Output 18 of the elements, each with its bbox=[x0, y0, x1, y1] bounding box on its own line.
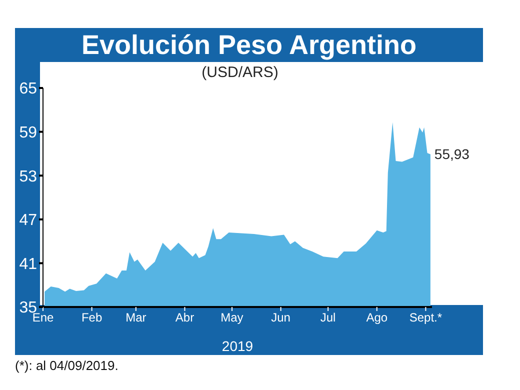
y-tick-label: 41 bbox=[19, 256, 38, 273]
y-tick-label: 59 bbox=[19, 124, 38, 142]
y-tick-label: 53 bbox=[19, 168, 38, 186]
y-tick-label: 65 bbox=[19, 80, 38, 98]
x-tick-label: Ago bbox=[366, 310, 388, 325]
chart-subtitle: (USD/ARS) bbox=[200, 64, 280, 81]
data-label: 55,93 bbox=[434, 146, 470, 162]
x-tick-label: Sept.* bbox=[409, 310, 442, 325]
y-tick-label: 47 bbox=[19, 212, 38, 230]
x-axis-title: 2019 bbox=[222, 338, 254, 354]
chart-title: Evolución Peso Argentino bbox=[80, 29, 418, 62]
x-tick-label: Jul bbox=[320, 310, 336, 325]
x-tick-label: May bbox=[220, 310, 244, 325]
x-tick-label: Jun bbox=[271, 310, 290, 325]
x-tick-label: Abr bbox=[175, 310, 194, 325]
x-tick-label: Feb bbox=[81, 310, 102, 325]
text: (*): al 04/09/2019. bbox=[15, 358, 118, 373]
x-tick-label: Mar bbox=[126, 310, 146, 325]
